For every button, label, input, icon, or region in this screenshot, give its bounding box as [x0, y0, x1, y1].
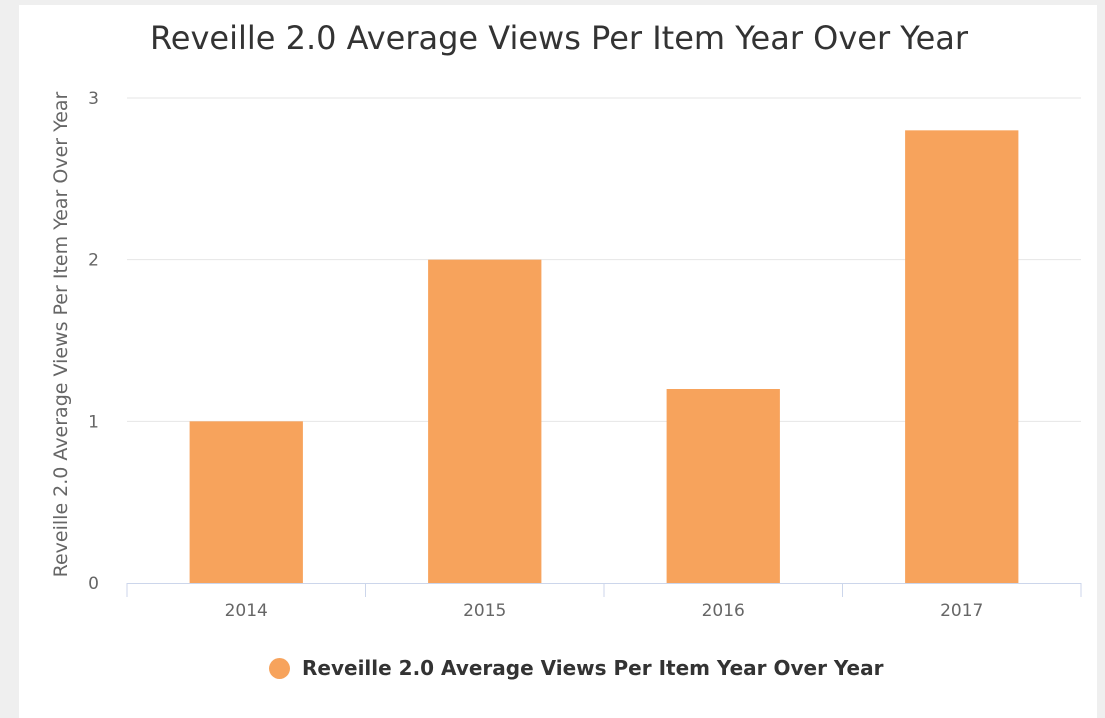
x-tick-label: 2014: [225, 601, 268, 621]
y-axis-title: Reveille 2.0 Average Views Per Item Year…: [50, 91, 72, 577]
bars: [189, 130, 1019, 583]
chart-card: Reveille 2.0 Average Views Per Item Year…: [19, 5, 1097, 718]
x-tick-label: 2017: [940, 601, 983, 621]
bar-2016[interactable]: [666, 389, 780, 583]
x-tick-label: 2015: [463, 601, 506, 621]
legend-item[interactable]: Reveille 2.0 Average Views Per Item Year…: [269, 656, 883, 680]
bar-2017[interactable]: [905, 130, 1019, 583]
y-tick-label: 0: [88, 574, 99, 594]
y-tick-label: 3: [88, 89, 99, 109]
y-tick-label: 2: [88, 251, 99, 271]
x-tick-label: 2016: [702, 601, 745, 621]
y-tick-label: 1: [88, 412, 99, 432]
bar-2014[interactable]: [189, 421, 303, 583]
legend-symbol-icon: [269, 657, 290, 679]
bar-chart: 0 1 2 3 2014 2015 2016 2017 Reveille 2.0 Avera…: [50, 89, 1082, 621]
legend-label: Reveille 2.0 Average Views Per Item Year…: [302, 656, 884, 680]
x-axis: 2014 2015 2016 2017: [126, 583, 1082, 621]
chart-title: Reveille 2.0 Average Views Per Item Year…: [149, 19, 969, 57]
y-axis-ticks: 0 1 2 3: [88, 89, 99, 594]
bar-2015[interactable]: [428, 259, 542, 583]
